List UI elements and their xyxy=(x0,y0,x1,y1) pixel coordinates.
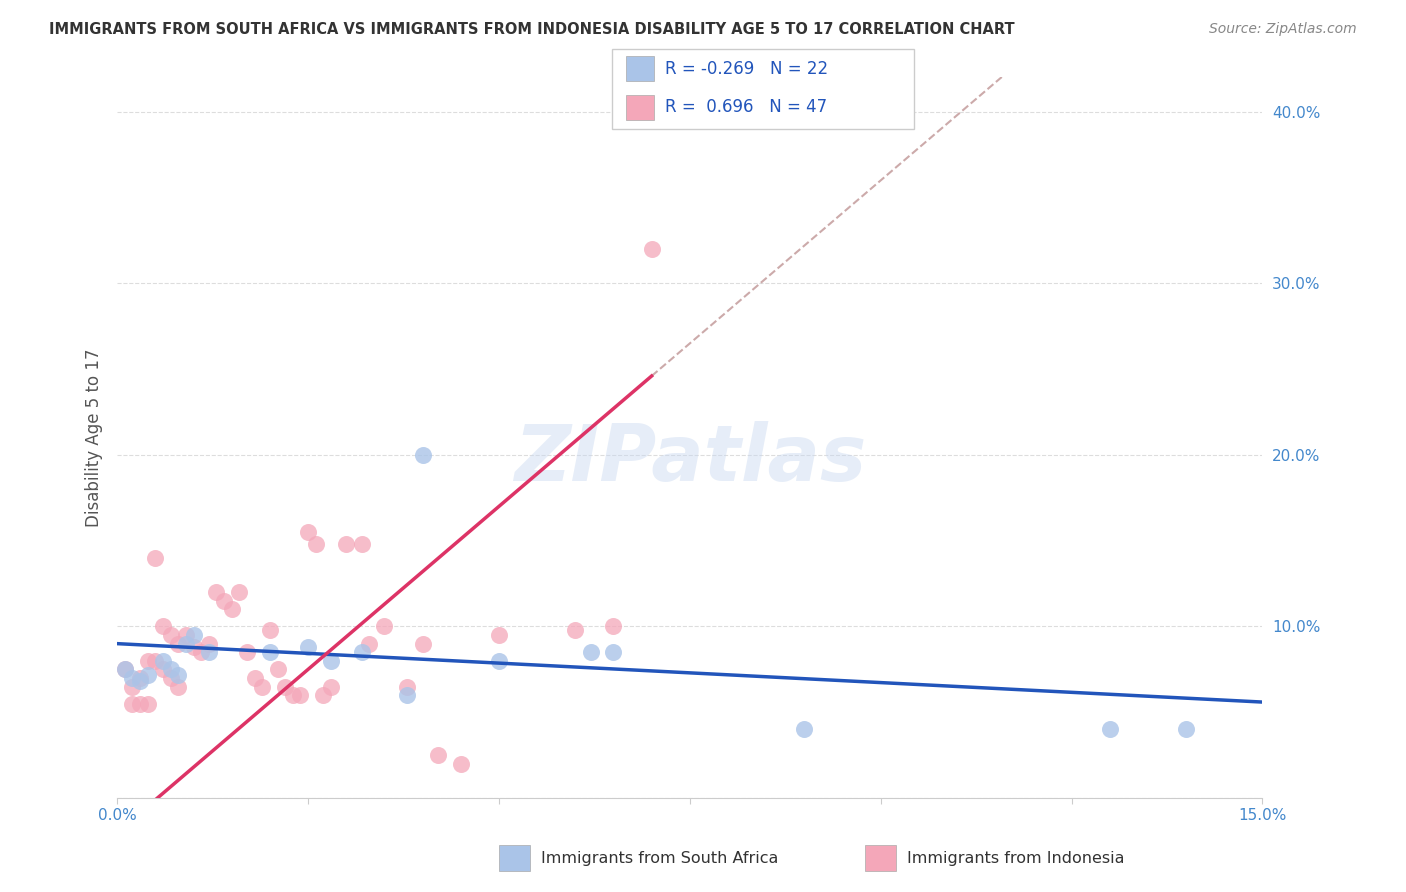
Point xyxy=(359,637,381,651)
Point xyxy=(121,671,143,685)
Text: R =  0.696   N = 47: R = 0.696 N = 47 xyxy=(665,98,827,116)
Point xyxy=(190,645,212,659)
Point xyxy=(319,654,342,668)
Point xyxy=(266,662,288,676)
Point xyxy=(136,654,159,668)
Point xyxy=(136,667,159,681)
Point xyxy=(167,680,190,694)
Point xyxy=(198,645,221,659)
Point xyxy=(167,667,190,681)
Point xyxy=(319,680,342,694)
Point xyxy=(212,593,235,607)
Point xyxy=(259,645,281,659)
Point xyxy=(145,550,167,565)
Point xyxy=(259,623,281,637)
Point xyxy=(167,637,190,651)
Point xyxy=(174,628,197,642)
Point xyxy=(205,585,228,599)
Point xyxy=(488,654,510,668)
Point xyxy=(152,654,174,668)
Text: IMMIGRANTS FROM SOUTH AFRICA VS IMMIGRANTS FROM INDONESIA DISABILITY AGE 5 TO 17: IMMIGRANTS FROM SOUTH AFRICA VS IMMIGRAN… xyxy=(49,22,1015,37)
Y-axis label: Disability Age 5 to 17: Disability Age 5 to 17 xyxy=(86,349,103,527)
Point xyxy=(145,654,167,668)
Point xyxy=(129,671,152,685)
Point xyxy=(488,628,510,642)
Point xyxy=(159,628,181,642)
Point xyxy=(579,645,602,659)
Point xyxy=(129,697,152,711)
Point xyxy=(159,671,181,685)
Point xyxy=(198,637,221,651)
Point xyxy=(297,640,319,654)
Point xyxy=(1175,723,1198,737)
Point xyxy=(450,756,472,771)
Point xyxy=(114,662,136,676)
Point xyxy=(297,525,319,540)
Text: R = -0.269   N = 22: R = -0.269 N = 22 xyxy=(665,60,828,78)
Point xyxy=(152,619,174,633)
Point xyxy=(396,680,419,694)
Point xyxy=(350,645,373,659)
Point xyxy=(1098,723,1121,737)
Point xyxy=(426,748,449,763)
Point xyxy=(412,637,434,651)
Point xyxy=(312,688,335,702)
Point xyxy=(114,662,136,676)
Point xyxy=(152,662,174,676)
Text: Immigrants from South Africa: Immigrants from South Africa xyxy=(541,851,779,865)
Text: ZIPatlas: ZIPatlas xyxy=(513,421,866,498)
Point xyxy=(396,688,419,702)
Point xyxy=(335,537,357,551)
Point xyxy=(183,640,205,654)
Point xyxy=(564,623,586,637)
Point xyxy=(159,662,181,676)
Point xyxy=(412,448,434,462)
Point xyxy=(373,619,395,633)
Point xyxy=(252,680,274,694)
Point xyxy=(290,688,312,702)
Point xyxy=(121,697,143,711)
Point xyxy=(602,619,624,633)
Point xyxy=(129,674,152,689)
Point xyxy=(221,602,243,616)
Point xyxy=(121,680,143,694)
Point xyxy=(274,680,297,694)
Point xyxy=(174,637,197,651)
Point xyxy=(228,585,250,599)
Point xyxy=(136,697,159,711)
Point xyxy=(183,628,205,642)
Point xyxy=(793,723,815,737)
Point xyxy=(602,645,624,659)
Point xyxy=(236,645,259,659)
Point xyxy=(281,688,304,702)
Point xyxy=(243,671,266,685)
Point xyxy=(305,537,328,551)
Point xyxy=(350,537,373,551)
Text: Source: ZipAtlas.com: Source: ZipAtlas.com xyxy=(1209,22,1357,37)
Point xyxy=(640,242,662,256)
Text: Immigrants from Indonesia: Immigrants from Indonesia xyxy=(907,851,1125,865)
